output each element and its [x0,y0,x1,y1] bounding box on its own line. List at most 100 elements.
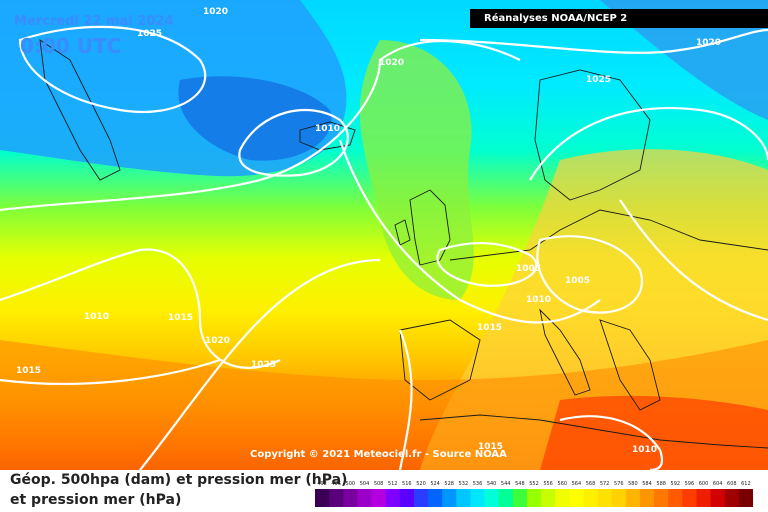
isobar-label: 1025 [251,360,276,370]
scale-tick-label: 548 [515,481,525,487]
scale-swatch [625,489,641,507]
scale-tick-label: 568 [586,481,596,487]
scale-tick-label: 596 [685,481,695,487]
scale-swatch [639,489,655,507]
scale-swatch [329,489,344,507]
isobar-line [419,28,768,54]
isobar-label: 1015 [168,313,193,323]
isobars [0,25,768,470]
scale-tick-label: 536 [473,481,483,487]
geopotential-hot-southeast [540,395,768,470]
copyright-notice: Copyright © 2021 Meteociel.fr - Source N… [250,449,507,460]
scale-tick-label: 604 [713,481,723,487]
scale-swatch [484,489,500,507]
isobar-line [139,258,381,470]
scale-swatch [583,489,599,507]
scale-swatch [399,489,415,507]
scale-swatch [413,489,429,507]
geopotential-core-low [178,76,332,161]
geopotential-arctic-blue [600,0,768,120]
scandinavia-coast [534,69,651,201]
scale-tick-label: 608 [727,481,737,487]
scale-tick-label: 508 [374,481,384,487]
scale-swatch [442,489,457,507]
scale-tick-label: 532 [459,481,469,487]
isobar-label: 1015 [16,366,41,376]
geopotential-trough [359,40,474,300]
map-time-title: 0:00 UTC [20,34,122,58]
isobar-line [238,108,349,177]
scale-tick-label: 500 [346,481,356,487]
scale-swatch [315,489,330,507]
isobar-line [536,235,643,314]
isobar-label: 1015 [477,323,502,333]
scale-swatch [428,489,443,507]
scale-tick-label: 544 [501,481,511,487]
scale-tick-label: 496 [331,481,341,487]
scale-swatch [724,489,740,507]
scale-swatch [654,489,669,507]
scale-swatch [470,489,486,507]
scale-tick-label: 492 [317,481,327,487]
isobar-line [0,358,221,386]
isobar-label: 1020 [205,336,230,346]
isobar-line [559,415,664,470]
legend-title: Géop. 500hpa (dam) et pression mer (hPa) [10,472,348,488]
scale-tick-label: 588 [656,481,666,487]
scale-swatch [385,489,401,507]
greenland-coast [39,39,121,181]
scale-swatch [682,489,697,507]
scale-tick-label: 580 [628,481,638,487]
scale-tick-label: 520 [416,481,426,487]
isobar-label: 1015 [478,442,503,452]
source-badge: Réanalyses NOAA/NCEP 2 [470,9,768,28]
scale-swatch [456,489,471,507]
scale-swatch [668,489,683,507]
scale-tick-label: 564 [572,481,582,487]
scale-tick-label: 556 [543,481,553,487]
isobar-line [18,25,207,114]
iberia-coast [399,319,481,401]
isobar-line [436,242,538,287]
iceland-coast [299,121,356,151]
scale-swatch [371,489,387,507]
europe-coast [449,209,768,261]
isobar-label: 1010 [84,312,109,322]
isobar-line [529,106,768,181]
isobar-line [0,248,281,369]
scale-tick-label: 576 [614,481,624,487]
scale-tick-label: 572 [600,481,610,487]
coastlines [39,39,768,449]
scale-swatch [710,489,726,507]
isobar-line [619,199,768,322]
balkans-coast [599,319,661,411]
scale-swatch [343,489,358,507]
scale-tick-label: 560 [558,481,568,487]
scale-tick-label: 552 [529,481,539,487]
isobar-label: 1020 [203,7,228,17]
scale-tick-label: 524 [430,481,440,487]
weather-map: 1020 1025 1020 1010 1025 1020 1010 1015 … [0,0,768,470]
scale-tick-label: 540 [487,481,497,487]
scale-swatch [498,489,514,507]
scale-tick-label: 504 [360,481,370,487]
scale-tick-label: 592 [671,481,681,487]
scale-tick-label: 584 [642,481,652,487]
italy-coast [539,308,591,396]
isobar-line [398,329,413,470]
isobar-label: 1010 [315,124,340,134]
scale-swatch [526,489,542,507]
isobar-label: 1020 [379,58,404,68]
scale-swatch [738,489,753,507]
scale-swatch [512,489,528,507]
scale-swatch [696,489,712,507]
isobar-label: 1005 [565,276,590,286]
scale-tick-label: 512 [388,481,398,487]
scale-tick-label: 600 [699,481,709,487]
scale-swatch [555,489,570,507]
isobar-label: 1020 [696,38,721,48]
isobar-label: 1025 [137,29,162,39]
color-scale: 492 496 500 504 508 512 516 520 524 528 532 536 540 5… [315,481,753,507]
north-africa-coast [419,414,768,449]
